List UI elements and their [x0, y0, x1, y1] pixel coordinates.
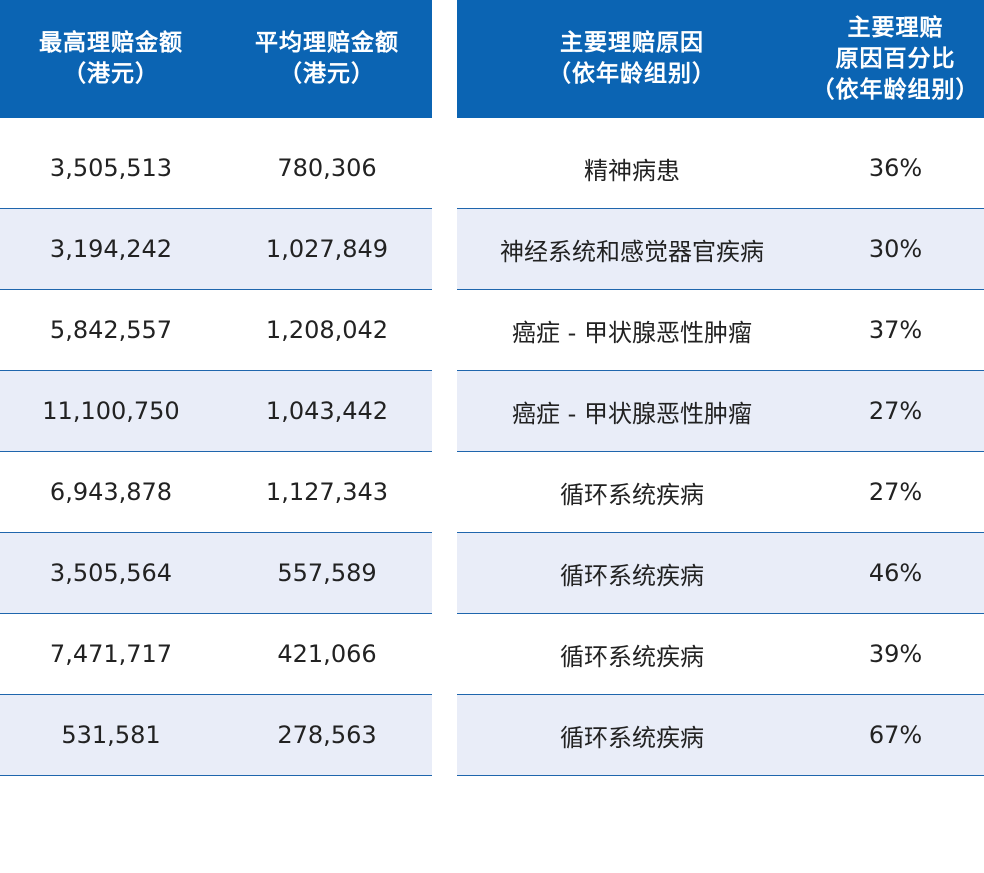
claim-reason-cell: 癌症 - 甲状腺恶性肿瘤: [512, 318, 752, 347]
claims-amount-table: 最高理赔金额 （港元） 平均理赔金额 （港元） 3,505,513 780,30…: [0, 0, 432, 776]
average-claim-cell: 1,027,849: [265, 235, 389, 263]
average-claim-cell: 278,563: [277, 721, 377, 749]
header-main-claim-reason: 主要理赔原因 （依年龄组别）: [548, 30, 716, 87]
percentage-cell: 30%: [868, 235, 923, 263]
percentage-cell: 27%: [868, 397, 923, 425]
header-claim-reason-percentage: 主要理赔 原因百分比 （依年龄组别）: [811, 14, 980, 103]
table-row: 7,471,717 421,066: [0, 614, 432, 695]
max-claim-cell: 531,581: [61, 721, 161, 749]
table-row: 3,505,513 780,306: [0, 128, 432, 209]
percentage-cell: 36%: [868, 154, 923, 182]
claim-reason-cell: 癌症 - 甲状腺恶性肿瘤: [512, 399, 752, 428]
table-body: 3,505,513 780,306 3,194,242 1,027,849 5,…: [0, 128, 432, 776]
average-claim-cell: 1,127,343: [265, 478, 389, 506]
percentage-cell: 46%: [868, 559, 923, 587]
table-row: 循环系统疾病 39%: [457, 614, 984, 695]
max-claim-cell: 3,194,242: [49, 235, 173, 263]
claim-reason-cell: 循环系统疾病: [560, 561, 704, 590]
max-claim-cell: 6,943,878: [49, 478, 173, 506]
table-row: 循环系统疾病 67%: [457, 695, 984, 776]
table-row: 循环系统疾病 27%: [457, 452, 984, 533]
average-claim-cell: 557,589: [277, 559, 377, 587]
table-row: 3,505,564 557,589: [0, 533, 432, 614]
claim-reason-cell: 神经系统和感觉器官疾病: [500, 237, 764, 266]
header-max-claim-amount: 最高理赔金额 （港元）: [39, 30, 183, 87]
table-row: 循环系统疾病 46%: [457, 533, 984, 614]
table-row: 癌症 - 甲状腺恶性肿瘤 27%: [457, 371, 984, 452]
header-average-claim-amount: 平均理赔金额 （港元）: [255, 30, 399, 87]
table-row: 6,943,878 1,127,343: [0, 452, 432, 533]
max-claim-cell: 3,505,564: [49, 559, 173, 587]
max-claim-cell: 5,842,557: [49, 316, 173, 344]
percentage-cell: 67%: [868, 721, 923, 749]
claim-reason-cell: 精神病患: [584, 156, 680, 185]
table-row: 531,581 278,563: [0, 695, 432, 776]
claim-reasons-table: 主要理赔原因 （依年龄组别） 主要理赔 原因百分比 （依年龄组别） 精神病患 3…: [457, 0, 984, 776]
table-body: 精神病患 36% 神经系统和感觉器官疾病 30% 癌症 - 甲状腺恶性肿瘤 37…: [457, 128, 984, 776]
max-claim-cell: 7,471,717: [49, 640, 173, 668]
average-claim-cell: 1,208,042: [265, 316, 389, 344]
average-claim-cell: 421,066: [277, 640, 377, 668]
table-header: 主要理赔原因 （依年龄组别） 主要理赔 原因百分比 （依年龄组别）: [457, 0, 984, 118]
max-claim-cell: 11,100,750: [42, 397, 180, 425]
claim-reason-cell: 循环系统疾病: [560, 642, 704, 671]
average-claim-cell: 780,306: [277, 154, 377, 182]
claim-reason-cell: 循环系统疾病: [560, 480, 704, 509]
table-row: 癌症 - 甲状腺恶性肿瘤 37%: [457, 290, 984, 371]
max-claim-cell: 3,505,513: [49, 154, 173, 182]
average-claim-cell: 1,043,442: [265, 397, 389, 425]
table-header: 最高理赔金额 （港元） 平均理赔金额 （港元）: [0, 0, 432, 118]
table-row: 精神病患 36%: [457, 128, 984, 209]
percentage-cell: 39%: [868, 640, 923, 668]
table-row: 神经系统和感觉器官疾病 30%: [457, 209, 984, 290]
percentage-cell: 37%: [868, 316, 923, 344]
percentage-cell: 27%: [868, 478, 923, 506]
table-row: 5,842,557 1,208,042: [0, 290, 432, 371]
table-row: 3,194,242 1,027,849: [0, 209, 432, 290]
table-row: 11,100,750 1,043,442: [0, 371, 432, 452]
claim-reason-cell: 循环系统疾病: [560, 723, 704, 752]
